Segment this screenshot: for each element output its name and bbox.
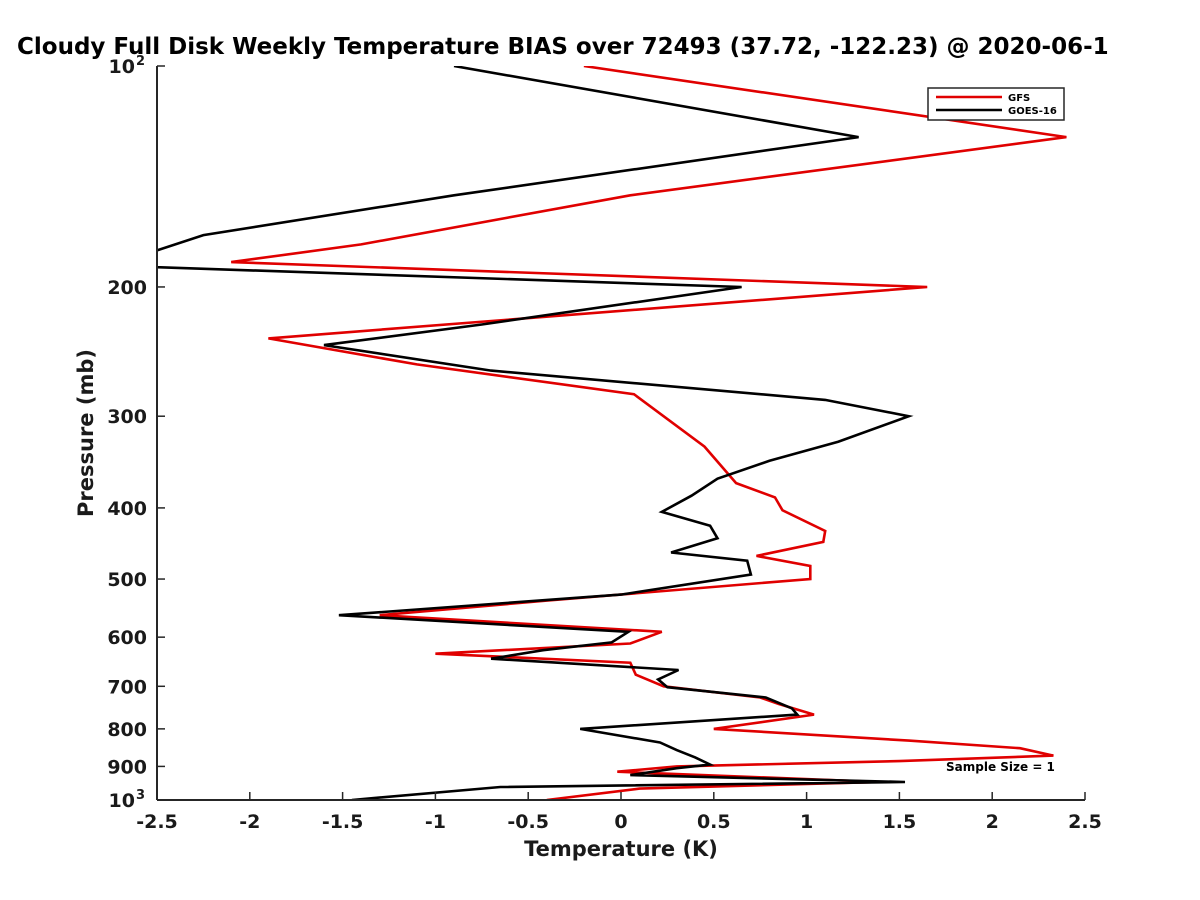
x-tick-label: -2 xyxy=(239,811,260,833)
plot-area: -2.5 -2 -1.5 -1 -0.5 0 0.5 1 1.5 2 2.5 10 220030040… xyxy=(107,54,1102,833)
x-tick-label: -0.5 xyxy=(507,811,549,833)
x-tick-label: -1.5 xyxy=(322,811,364,833)
plot-background xyxy=(157,66,1085,800)
series-layer xyxy=(157,66,1067,800)
x-axis-label: Temperature (K) xyxy=(524,837,718,861)
y-tick-label: 600 xyxy=(107,627,147,649)
y-tick-label: 800 xyxy=(107,719,147,741)
x-tick-label: 1.5 xyxy=(883,811,917,833)
sample-size-annotation: Sample Size = 1 xyxy=(946,760,1055,774)
x-tick-label: 0 xyxy=(614,811,627,833)
y-tick-label: 10 xyxy=(109,56,135,78)
legend-label-gfs: GFS xyxy=(1008,93,1030,104)
legend-entries: GFS GOES-16 xyxy=(936,93,1057,117)
y-tick-label: 200 xyxy=(107,277,147,299)
legend-box xyxy=(927,87,1065,121)
chart-title: Cloudy Full Disk Weekly Temperature BIAS… xyxy=(17,34,1109,60)
series-line-goes-16 xyxy=(157,66,914,800)
x-tick-label: 1 xyxy=(800,811,813,833)
y-tick-exponent: 2 xyxy=(136,54,145,69)
x-tick-label: 2.5 xyxy=(1068,811,1102,833)
series-line-gfs xyxy=(231,66,1067,800)
x-tick-label: -1 xyxy=(425,811,446,833)
x-tick-label: 0.5 xyxy=(697,811,731,833)
x-ticks: -2.5 -2 -1.5 -1 -0.5 0 0.5 1 1.5 2 2.5 xyxy=(136,792,1102,833)
x-tick-label: 2 xyxy=(986,811,999,833)
y-tick-exponent: 3 xyxy=(136,788,145,803)
y-tick-label: 10 xyxy=(109,790,135,812)
legend-label-goes-16: GOES-16 xyxy=(1008,106,1057,117)
y-axis-label: Pressure (mb) xyxy=(74,349,98,517)
legend: GFS GOES-16 xyxy=(927,87,1065,121)
y-tick-label: 500 xyxy=(107,569,147,591)
y-tick-label: 400 xyxy=(107,498,147,520)
y-tick-label: 300 xyxy=(107,406,147,428)
y-tick-label: 900 xyxy=(107,756,147,778)
x-tick-label: -2.5 xyxy=(136,811,178,833)
y-tick-label: 700 xyxy=(107,676,147,698)
